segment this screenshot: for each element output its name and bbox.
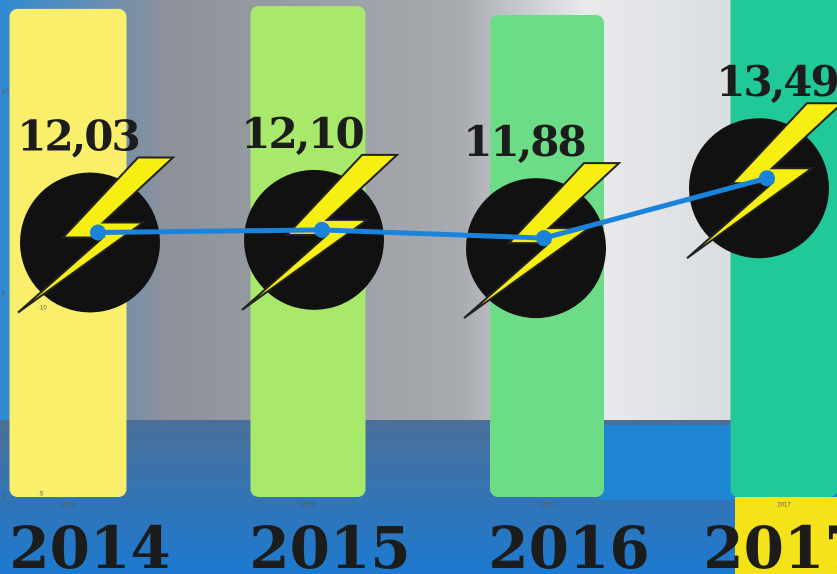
- icon-circle: [244, 169, 384, 310]
- y-tick-label: 5: [2, 292, 6, 298]
- value-label: 13,49: [716, 57, 837, 106]
- value-label: 12,03: [17, 112, 139, 161]
- x-tick-label: 2016: [540, 503, 554, 509]
- category-title: 2014: [9, 514, 170, 574]
- y2-tick-label: 10: [40, 306, 47, 312]
- category-title: 2016: [488, 514, 649, 574]
- category-title: 2017: [703, 514, 837, 574]
- icon-circle: [689, 118, 829, 259]
- category-title: 2015: [249, 514, 410, 574]
- y-tick-label: 0: [2, 495, 6, 501]
- line-point: [536, 230, 552, 247]
- line-point: [90, 224, 106, 241]
- line-point: [759, 170, 775, 187]
- y-tick-label: 10: [2, 89, 9, 95]
- icon-circle: [466, 178, 606, 319]
- line-point: [314, 221, 330, 238]
- x-tick-label: 2015: [301, 503, 315, 509]
- value-label: 12,10: [241, 109, 363, 158]
- x-tick-label: 2014: [61, 503, 75, 509]
- label-highlight: [735, 497, 837, 574]
- value-label: 11,88: [463, 117, 585, 166]
- x-tick-label: 2017: [777, 503, 791, 509]
- line: [97, 175, 768, 241]
- y2-tick-label: 5: [40, 492, 44, 498]
- icon-circle: [20, 172, 160, 313]
